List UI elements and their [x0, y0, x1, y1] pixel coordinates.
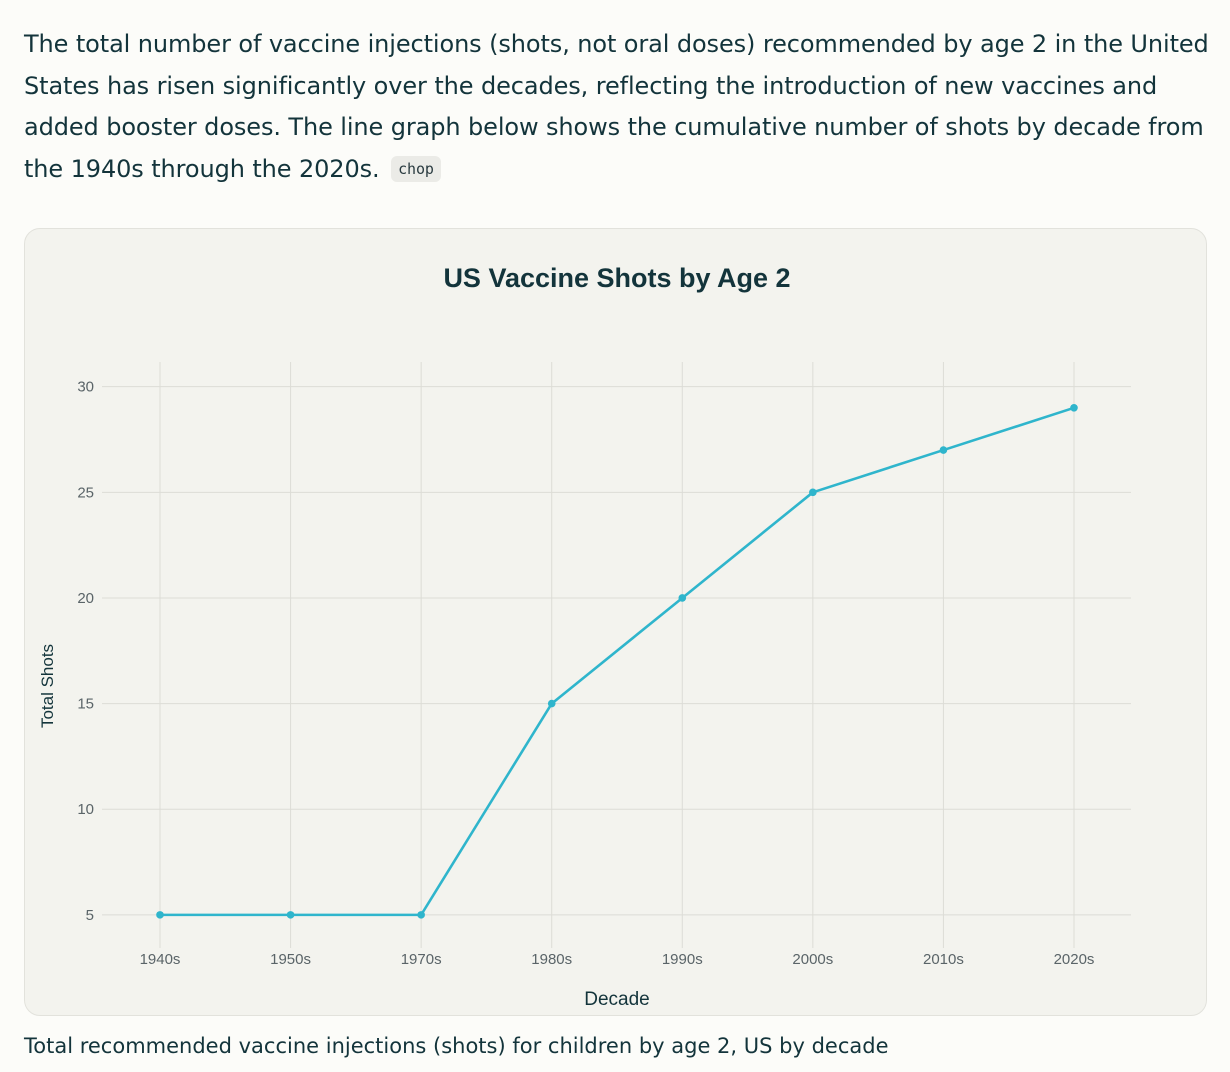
- y-tick-label: 25: [77, 484, 94, 501]
- grid-layer: [102, 362, 1131, 948]
- data-point[interactable]: [809, 488, 817, 497]
- y-tick-label: 15: [77, 696, 94, 713]
- data-point[interactable]: [678, 594, 687, 602]
- data-point[interactable]: [547, 699, 556, 708]
- data-point[interactable]: [156, 911, 164, 919]
- y-tick-label: 5: [86, 907, 94, 924]
- x-tick-label: 2020s: [1054, 951, 1095, 968]
- series-line: [158, 406, 1076, 917]
- x-tick-label: 2000s: [792, 951, 833, 968]
- chart-title: US Vaccine Shots by Age 2: [443, 263, 790, 293]
- data-point[interactable]: [939, 446, 948, 454]
- citation-chip[interactable]: chop: [391, 155, 441, 182]
- x-tick-label: 1990s: [662, 951, 703, 968]
- axis-layer: 5 10 15 20 25 30 1940s 1950s 1970s 1980s 1990s 2000…: [77, 379, 1094, 968]
- x-axis-label: Decade: [584, 989, 650, 1010]
- line-chart: 5 10 15 20 25 30 1940s 1950s 1970s 1980s 1990s 2000…: [38, 263, 1131, 1010]
- data-point[interactable]: [286, 911, 295, 919]
- chart-caption: Total recommended vaccine injections (sh…: [24, 1034, 889, 1058]
- intro-paragraph: The total number of vaccine injections (…: [24, 24, 1214, 190]
- series-layer: [156, 404, 1078, 919]
- x-tick-label: 1970s: [401, 951, 442, 968]
- y-tick-label: 20: [77, 590, 94, 607]
- data-point[interactable]: [417, 911, 425, 919]
- y-axis-label: Total Shots: [38, 644, 57, 728]
- x-tick-label: 1940s: [140, 951, 181, 968]
- data-point[interactable]: [1070, 404, 1078, 412]
- intro-text: The total number of vaccine injections (…: [24, 30, 1209, 183]
- x-tick-label: 2010s: [923, 951, 964, 968]
- x-tick-label: 1980s: [531, 951, 572, 968]
- x-tick-label: 1950s: [270, 951, 311, 968]
- y-tick-label: 30: [77, 379, 94, 396]
- y-tick-label: 10: [77, 801, 94, 818]
- chart-card: 5 10 15 20 25 30 1940s 1950s 1970s 1980s 1990s 2000…: [24, 228, 1207, 1016]
